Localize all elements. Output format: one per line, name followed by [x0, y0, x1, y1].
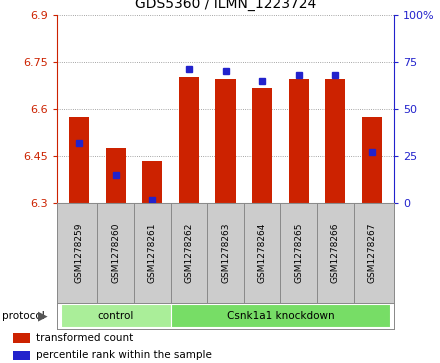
Bar	[289, 79, 309, 203]
Text: percentile rank within the sample: percentile rank within the sample	[36, 350, 212, 360]
Text: GSM1278263: GSM1278263	[221, 223, 230, 284]
Bar	[252, 89, 272, 203]
Text: Csnk1a1 knockdown: Csnk1a1 knockdown	[227, 311, 334, 321]
Bar	[171, 304, 390, 327]
Bar	[61, 304, 171, 327]
Text: GSM1278266: GSM1278266	[331, 223, 340, 284]
Bar	[13, 333, 30, 343]
Bar	[362, 117, 382, 203]
Text: GSM1278259: GSM1278259	[75, 223, 84, 284]
Text: GSM1278265: GSM1278265	[294, 223, 303, 284]
Text: ▶: ▶	[38, 309, 48, 322]
Text: GSM1278262: GSM1278262	[184, 223, 194, 284]
Text: protocol: protocol	[2, 311, 45, 321]
Text: GSM1278261: GSM1278261	[148, 223, 157, 284]
Bar	[216, 79, 235, 203]
Text: control: control	[98, 311, 134, 321]
Bar	[179, 77, 199, 203]
Title: GDS5360 / ILMN_1223724: GDS5360 / ILMN_1223724	[135, 0, 316, 11]
Text: GSM1278267: GSM1278267	[367, 223, 376, 284]
Text: transformed count: transformed count	[36, 333, 133, 343]
Bar	[13, 351, 30, 360]
Text: GSM1278260: GSM1278260	[111, 223, 120, 284]
Bar	[142, 161, 162, 203]
Bar	[325, 79, 345, 203]
Bar	[69, 117, 89, 203]
Bar	[106, 148, 126, 203]
Text: GSM1278264: GSM1278264	[257, 223, 267, 284]
